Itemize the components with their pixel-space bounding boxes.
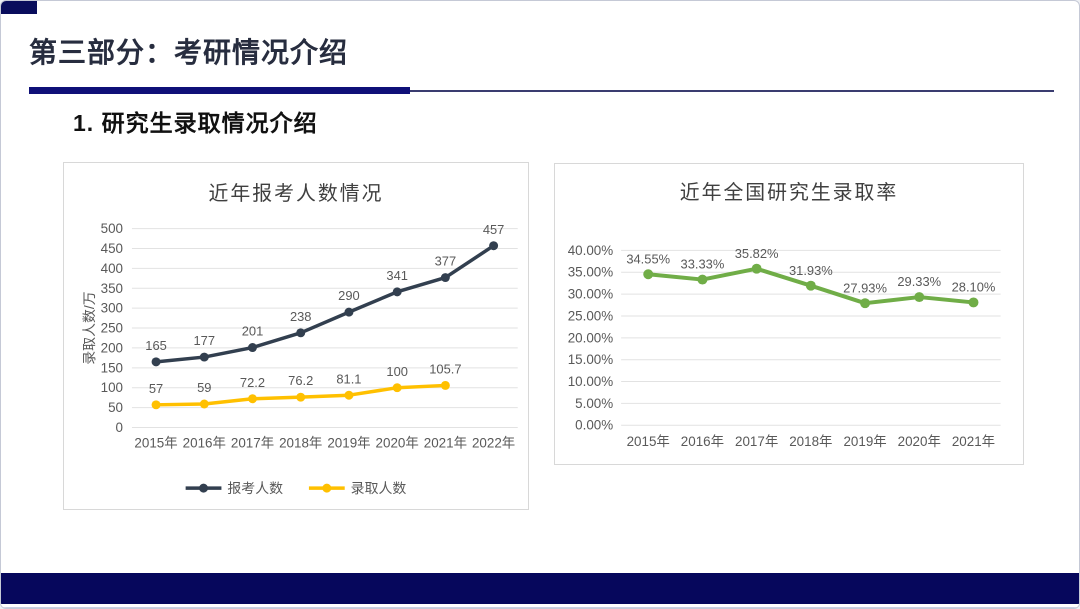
svg-text:2022年: 2022年 bbox=[472, 435, 515, 450]
section-subtitle: 1. 研究生录取情况介绍 bbox=[73, 110, 318, 136]
svg-text:31.93%: 31.93% bbox=[789, 263, 833, 278]
svg-text:201: 201 bbox=[242, 324, 264, 339]
svg-text:录取人数: 录取人数 bbox=[351, 480, 407, 496]
svg-text:341: 341 bbox=[386, 268, 408, 283]
svg-text:35.82%: 35.82% bbox=[735, 246, 779, 261]
svg-text:50: 50 bbox=[108, 400, 123, 415]
applicants-chart-card: 近年报考人数情况 0 50 100 150 200 250 300 350 400 450 500 20… bbox=[63, 162, 529, 510]
svg-text:238: 238 bbox=[290, 309, 312, 324]
svg-text:2017年: 2017年 bbox=[231, 435, 274, 450]
svg-text:300: 300 bbox=[101, 301, 123, 316]
admission-rate-chart-card: 近年全国研究生录取率 0.00% 5.00% 10.00% 15.00% 20.00% 25… bbox=[554, 163, 1024, 465]
svg-text:450: 450 bbox=[101, 241, 123, 256]
applicants-line-chart: 近年报考人数情况 0 50 100 150 200 250 300 350 400 450 500 20… bbox=[81, 183, 518, 496]
svg-text:250: 250 bbox=[101, 321, 123, 336]
svg-text:200: 200 bbox=[101, 340, 123, 355]
svg-text:2019年: 2019年 bbox=[843, 434, 886, 449]
svg-text:0.00%: 0.00% bbox=[575, 418, 613, 433]
svg-text:40.00%: 40.00% bbox=[568, 243, 614, 258]
svg-text:105.7: 105.7 bbox=[429, 362, 461, 377]
svg-text:350: 350 bbox=[101, 281, 123, 296]
svg-text:近年报考人数情况: 近年报考人数情况 bbox=[209, 183, 384, 205]
svg-text:2020年: 2020年 bbox=[376, 435, 419, 450]
svg-text:2016年: 2016年 bbox=[183, 435, 226, 450]
corner-accent-bar bbox=[1, 1, 37, 14]
svg-text:2021年: 2021年 bbox=[424, 435, 467, 450]
svg-text:2020年: 2020年 bbox=[898, 434, 941, 449]
svg-text:近年全国研究生录取率: 近年全国研究生录取率 bbox=[680, 182, 898, 204]
svg-text:2018年: 2018年 bbox=[789, 434, 832, 449]
svg-text:34.55%: 34.55% bbox=[626, 251, 670, 266]
admission-rate-line-chart: 近年全国研究生录取率 0.00% 5.00% 10.00% 15.00% 20.00% 25… bbox=[568, 182, 1001, 449]
title-underline-thin bbox=[29, 90, 1054, 92]
svg-text:400: 400 bbox=[101, 261, 123, 276]
svg-text:5.00%: 5.00% bbox=[575, 396, 613, 411]
svg-text:15.00%: 15.00% bbox=[568, 352, 614, 367]
svg-text:2017年: 2017年 bbox=[735, 434, 778, 449]
title-underline-thick bbox=[29, 87, 410, 94]
svg-text:2015年: 2015年 bbox=[134, 435, 177, 450]
svg-text:177: 177 bbox=[194, 333, 216, 348]
svg-text:457: 457 bbox=[483, 222, 505, 237]
svg-text:150: 150 bbox=[101, 360, 123, 375]
svg-text:2019年: 2019年 bbox=[327, 435, 370, 450]
svg-text:0: 0 bbox=[116, 420, 123, 435]
svg-text:33.33%: 33.33% bbox=[681, 257, 725, 272]
slide-bottom-edge bbox=[1, 604, 1079, 608]
svg-text:27.93%: 27.93% bbox=[843, 280, 887, 295]
svg-text:30.00%: 30.00% bbox=[568, 287, 614, 302]
page-title: 第三部分：考研情况介绍 bbox=[29, 37, 349, 68]
svg-text:10.00%: 10.00% bbox=[568, 374, 614, 389]
svg-text:20.00%: 20.00% bbox=[568, 330, 614, 345]
svg-text:2016年: 2016年 bbox=[681, 434, 724, 449]
svg-text:100: 100 bbox=[101, 380, 123, 395]
svg-text:165: 165 bbox=[145, 338, 167, 353]
svg-text:377: 377 bbox=[435, 254, 457, 269]
svg-text:59: 59 bbox=[197, 380, 211, 395]
svg-text:29.33%: 29.33% bbox=[897, 274, 941, 289]
svg-text:57: 57 bbox=[149, 381, 163, 396]
svg-text:76.2: 76.2 bbox=[288, 373, 313, 388]
svg-text:2021年: 2021年 bbox=[952, 434, 995, 449]
svg-text:100: 100 bbox=[386, 364, 408, 379]
svg-text:35.00%: 35.00% bbox=[568, 265, 614, 280]
svg-text:25.00%: 25.00% bbox=[568, 308, 614, 323]
svg-text:290: 290 bbox=[338, 288, 360, 303]
svg-text:500: 500 bbox=[101, 221, 123, 236]
svg-text:2015年: 2015年 bbox=[627, 434, 670, 449]
svg-text:报考人数: 报考人数 bbox=[227, 480, 283, 496]
svg-text:28.10%: 28.10% bbox=[952, 280, 996, 295]
svg-text:2018年: 2018年 bbox=[279, 435, 322, 450]
footer-accent-bar bbox=[1, 573, 1079, 604]
svg-text:72.2: 72.2 bbox=[240, 375, 265, 390]
svg-text:81.1: 81.1 bbox=[336, 371, 361, 386]
svg-text:录取人数/万: 录取人数/万 bbox=[81, 291, 97, 364]
